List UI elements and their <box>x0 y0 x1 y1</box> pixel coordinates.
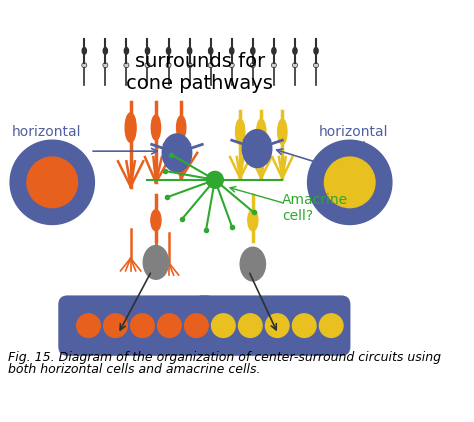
Ellipse shape <box>187 63 192 68</box>
Circle shape <box>325 157 375 208</box>
Ellipse shape <box>314 48 318 54</box>
Ellipse shape <box>145 63 150 68</box>
Ellipse shape <box>272 63 276 68</box>
Circle shape <box>238 314 262 338</box>
Ellipse shape <box>124 63 129 68</box>
Ellipse shape <box>209 48 213 54</box>
Circle shape <box>207 171 223 188</box>
Ellipse shape <box>250 63 255 68</box>
Ellipse shape <box>240 247 265 281</box>
Circle shape <box>292 314 316 338</box>
Circle shape <box>10 140 94 225</box>
Ellipse shape <box>103 63 108 68</box>
Circle shape <box>157 314 181 338</box>
Ellipse shape <box>251 48 255 54</box>
Ellipse shape <box>229 48 234 54</box>
Circle shape <box>131 314 154 338</box>
Ellipse shape <box>293 48 297 54</box>
Ellipse shape <box>143 246 169 279</box>
Ellipse shape <box>166 48 171 54</box>
Text: horizontal
cell: horizontal cell <box>11 125 81 155</box>
Text: Amacrine
cell?: Amacrine cell? <box>283 192 348 223</box>
Circle shape <box>211 314 235 338</box>
Ellipse shape <box>82 48 86 54</box>
Ellipse shape <box>256 119 266 144</box>
FancyBboxPatch shape <box>194 296 350 355</box>
Circle shape <box>27 157 78 208</box>
Ellipse shape <box>82 63 87 68</box>
Text: horizontal
cell: horizontal cell <box>319 125 389 155</box>
Ellipse shape <box>236 119 245 144</box>
Ellipse shape <box>208 63 213 68</box>
Ellipse shape <box>248 210 258 231</box>
Ellipse shape <box>124 48 128 54</box>
Ellipse shape <box>151 210 161 231</box>
Circle shape <box>319 314 343 338</box>
Ellipse shape <box>278 119 287 144</box>
Circle shape <box>184 314 208 338</box>
Circle shape <box>77 314 100 338</box>
Ellipse shape <box>292 63 298 68</box>
FancyBboxPatch shape <box>59 296 215 355</box>
Ellipse shape <box>146 48 150 54</box>
Ellipse shape <box>229 63 234 68</box>
Text: surrounds for
cone pathways: surrounds for cone pathways <box>126 52 273 93</box>
Circle shape <box>308 140 392 225</box>
Ellipse shape <box>166 63 171 68</box>
Circle shape <box>104 314 127 338</box>
Ellipse shape <box>103 48 108 54</box>
Ellipse shape <box>188 48 191 54</box>
Ellipse shape <box>313 63 319 68</box>
Ellipse shape <box>125 113 136 142</box>
Circle shape <box>265 314 289 338</box>
Ellipse shape <box>176 116 186 139</box>
Ellipse shape <box>242 130 272 168</box>
Ellipse shape <box>151 115 161 140</box>
Text: Fig. 15. Diagram of the organization of center-surround circuits using: Fig. 15. Diagram of the organization of … <box>9 351 441 363</box>
Text: both horizontal cells and amacrine cells.: both horizontal cells and amacrine cells… <box>9 363 261 376</box>
Ellipse shape <box>162 134 191 172</box>
Ellipse shape <box>272 48 276 54</box>
